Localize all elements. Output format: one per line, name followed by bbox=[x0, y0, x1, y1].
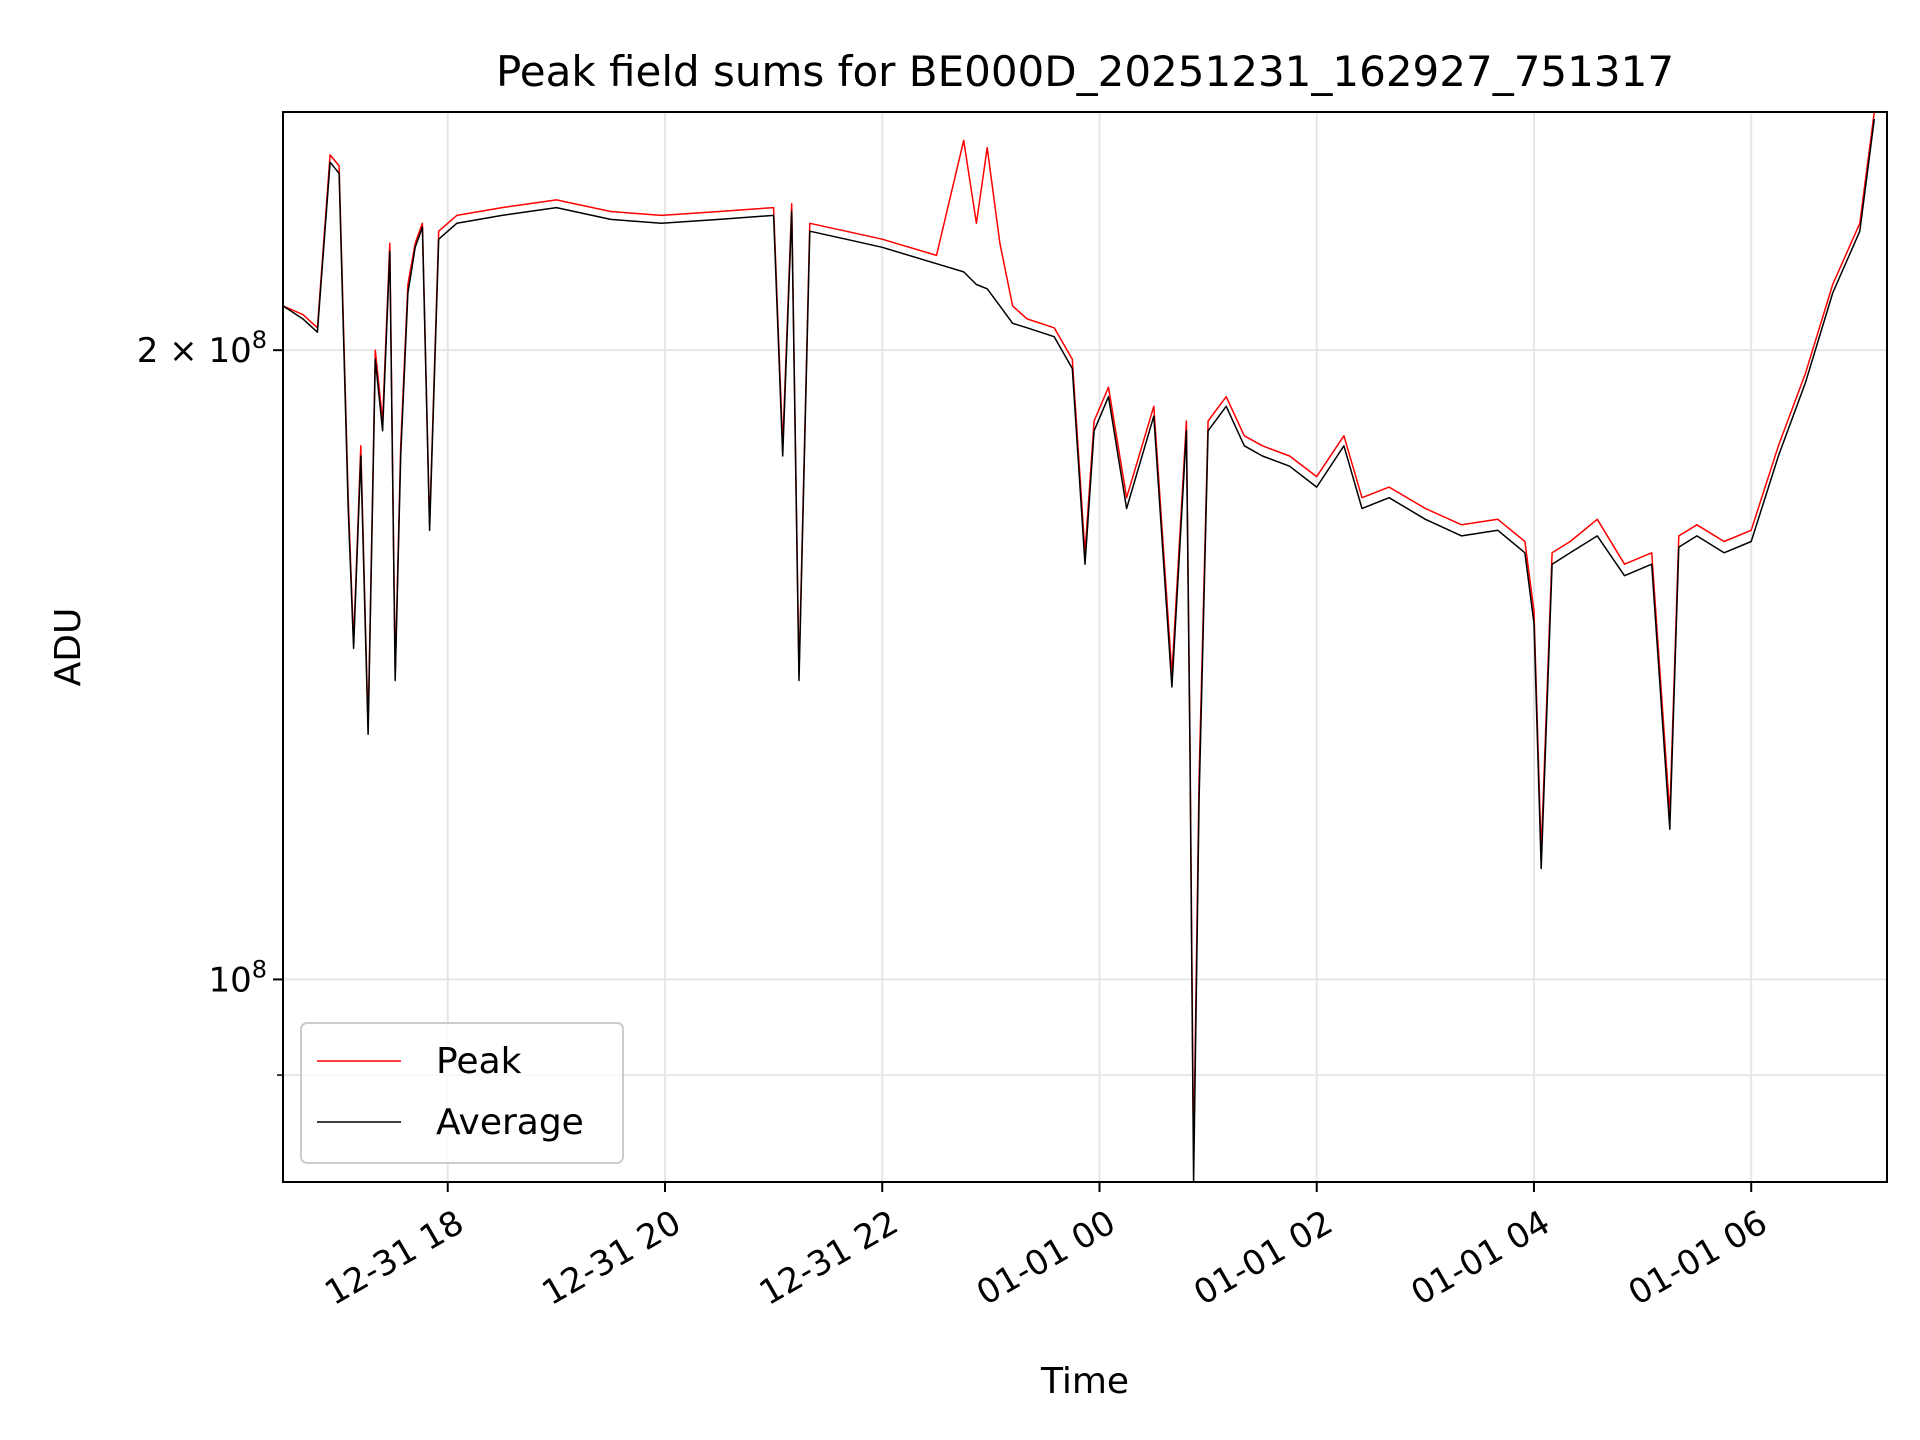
x-axis-label: Time bbox=[1040, 1361, 1129, 1402]
chart-title: Peak field sums for BE000D_20251231_1629… bbox=[496, 47, 1674, 96]
x-tick-label: 12-31 20 bbox=[535, 1203, 687, 1314]
series-average-line bbox=[282, 118, 1876, 1183]
plot-frame bbox=[282, 111, 1888, 1183]
x-tick-label: 12-31 22 bbox=[753, 1203, 905, 1314]
x-tick-label: 01-01 06 bbox=[1622, 1203, 1774, 1314]
y-tick-label: 2 × 108 bbox=[137, 326, 267, 371]
legend-label-peak: Peak bbox=[436, 1041, 522, 1082]
x-tick-label: 01-01 04 bbox=[1404, 1203, 1556, 1314]
y-axis: 2 × 108 108 bbox=[137, 326, 283, 1076]
series-group bbox=[282, 111, 1876, 1183]
x-tick-label: 01-01 02 bbox=[1187, 1203, 1339, 1314]
legend-box bbox=[300, 1022, 624, 1164]
grid bbox=[283, 112, 1887, 1182]
series-peak-line bbox=[282, 111, 1876, 1161]
legend: Peak Average bbox=[300, 1022, 624, 1164]
legend-label-average: Average bbox=[436, 1102, 584, 1143]
y-axis-label: ADU bbox=[48, 608, 89, 687]
x-tick-label: 01-01 00 bbox=[970, 1203, 1122, 1314]
x-axis: 12-31 18 12-31 20 12-31 22 01-01 00 01-01 02… bbox=[318, 1182, 1774, 1314]
x-tick-label: 12-31 18 bbox=[318, 1203, 470, 1314]
y-tick-label: 108 bbox=[208, 955, 267, 1000]
